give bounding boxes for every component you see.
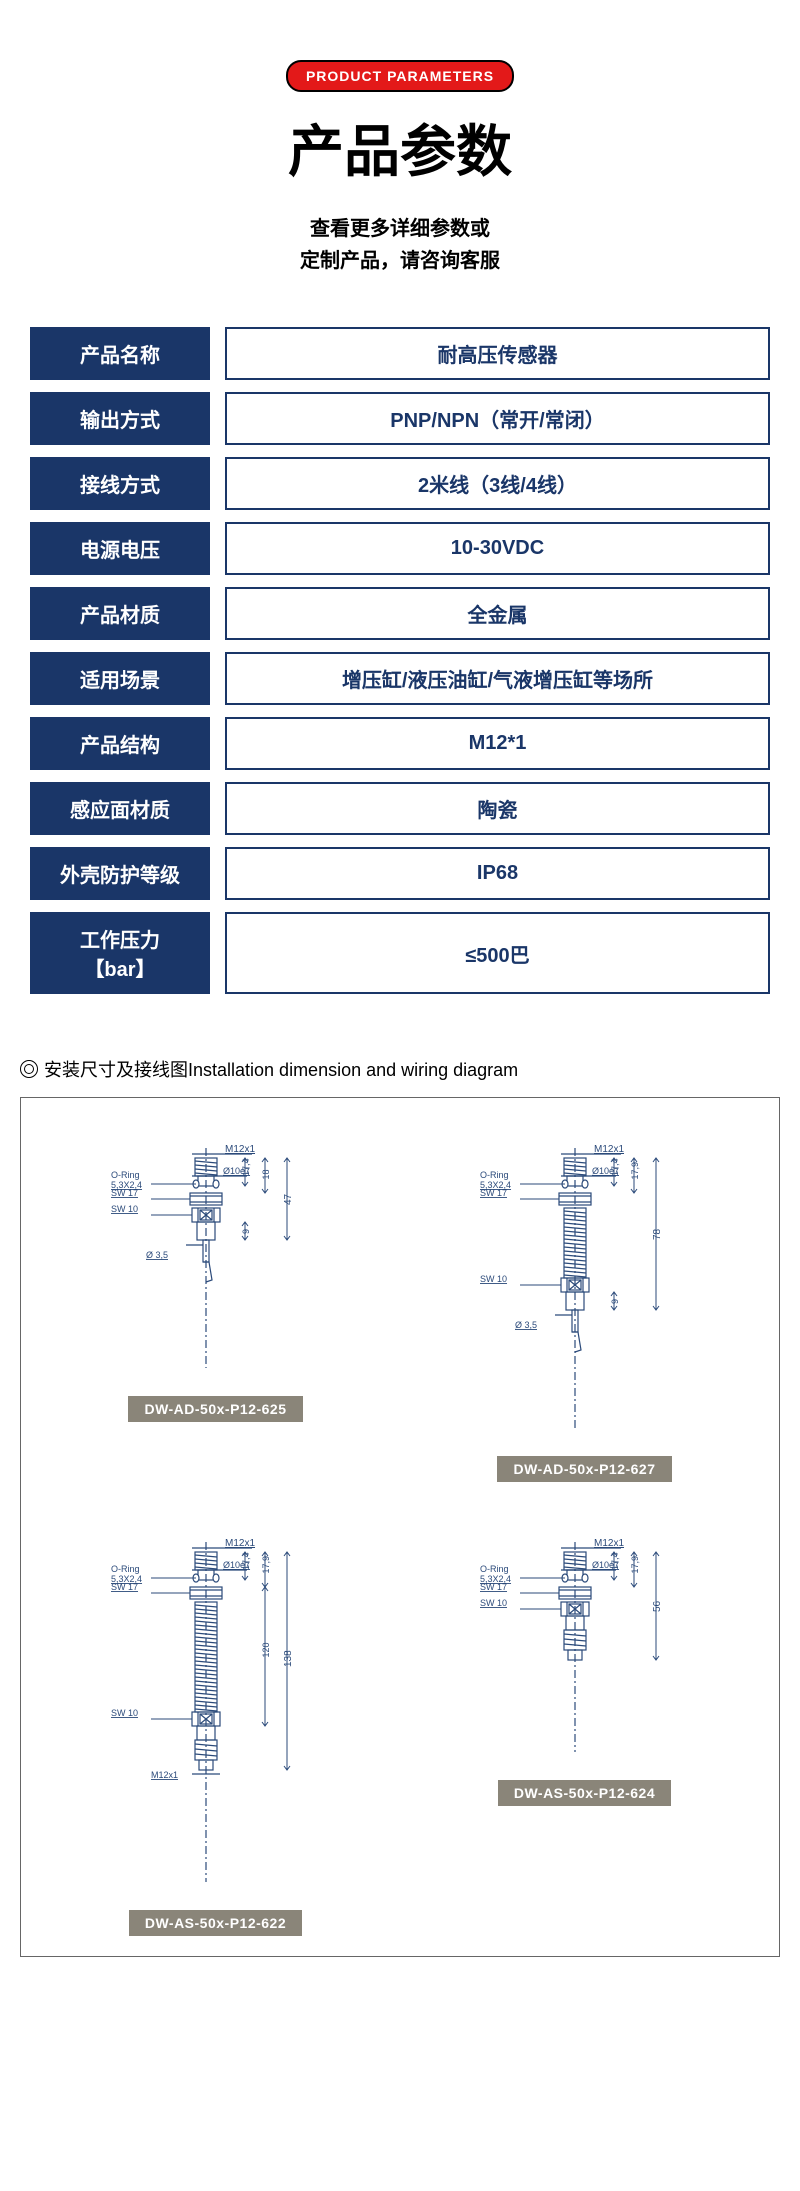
param-row: 输出方式 PNP/NPN（常开/常闭）: [30, 392, 770, 445]
svg-text:SW 17: SW 17: [480, 1582, 507, 1592]
diagram-label: DW-AD-50x-P12-627: [497, 1456, 671, 1482]
param-row: 产品名称耐高压传感器: [30, 327, 770, 380]
svg-text:O-Ring: O-Ring: [480, 1170, 509, 1180]
param-value: PNP/NPN（常开/常闭）: [225, 392, 770, 445]
param-value: 陶瓷: [225, 782, 770, 835]
svg-text:138: 138: [283, 1650, 294, 1667]
svg-text:17,9: 17,9: [261, 1556, 271, 1574]
diagram-label: DW-AS-50x-P12-622: [129, 1910, 302, 1936]
sensor-diagram: M12x1Ø10e7O-Ring5,3X2,4SW 17SW 1017,417,…: [76, 1532, 356, 1892]
param-label: 输出方式: [30, 392, 210, 445]
param-value: IP68: [225, 847, 770, 900]
svg-text:M12x1: M12x1: [225, 1538, 255, 1549]
header-section: PRODUCT PARAMETERS 产品参数 查看更多详细参数或 定制产品，请…: [0, 0, 800, 307]
svg-text:SW 10: SW 10: [480, 1274, 507, 1284]
params-table: 产品名称耐高压传感器输出方式 PNP/NPN（常开/常闭） 接线方式 2米线（3线/4…: [0, 307, 800, 1046]
svg-text:M12x1: M12x1: [594, 1538, 624, 1549]
param-value: M12*1: [225, 717, 770, 770]
diagram-section-title: 安装尺寸及接线图Installation dimension and wirin…: [0, 1046, 800, 1097]
subtitle: 查看更多详细参数或 定制产品，请咨询客服: [20, 213, 780, 277]
param-label: 产品结构: [30, 717, 210, 770]
svg-text:M12x1: M12x1: [594, 1144, 624, 1155]
param-value: 耐高压传感器: [225, 327, 770, 380]
svg-text:M12x1: M12x1: [225, 1144, 255, 1155]
param-label: 外壳防护等级: [30, 847, 210, 900]
svg-text:56: 56: [652, 1600, 663, 1612]
param-row: 工作压力【bar】≤500巴: [30, 912, 770, 994]
svg-text:9: 9: [610, 1299, 620, 1304]
subtitle-line-1: 查看更多详细参数或: [20, 213, 780, 245]
sensor-diagram: M12x1Ø10e7O-Ring5,3X2,4SW 17SW 1017,4184…: [76, 1138, 356, 1378]
svg-text:120: 120: [261, 1642, 271, 1657]
svg-text:17,4: 17,4: [241, 1158, 251, 1176]
param-row: 适用场景增压缸/液压油缸/气液增压缸等场所: [30, 652, 770, 705]
param-value: 10-30VDC: [225, 522, 770, 575]
param-value: ≤500巴: [225, 912, 770, 994]
circle-icon: [20, 1060, 38, 1078]
svg-text:Ø 3,5: Ø 3,5: [515, 1320, 537, 1330]
svg-text:78: 78: [652, 1228, 663, 1240]
param-row: 接线方式 2米线（3线/4线）: [30, 457, 770, 510]
param-row: 产品结构 M12*1: [30, 717, 770, 770]
param-label: 产品名称: [30, 327, 210, 380]
diagram-cell: M12x1Ø10e7O-Ring5,3X2,4SW 17SW 1017,417,…: [51, 1532, 380, 1936]
svg-text:O-Ring: O-Ring: [111, 1564, 140, 1574]
product-params-badge: PRODUCT PARAMETERS: [286, 60, 514, 92]
svg-text:O-Ring: O-Ring: [111, 1170, 140, 1180]
svg-text:17,9: 17,9: [630, 1162, 640, 1180]
diagrams-container: M12x1Ø10e7O-Ring5,3X2,4SW 17SW 1017,4184…: [20, 1097, 780, 1957]
svg-text:17,9: 17,9: [630, 1556, 640, 1574]
diagrams-grid: M12x1Ø10e7O-Ring5,3X2,4SW 17SW 1017,4184…: [51, 1138, 749, 1936]
svg-text:SW 17: SW 17: [111, 1188, 138, 1198]
diagram-cell: M12x1Ø10e7O-Ring5,3X2,4SW 17SW 1017,417,…: [420, 1532, 749, 1936]
param-value: 全金属: [225, 587, 770, 640]
param-row: 电源电压 10-30VDC: [30, 522, 770, 575]
param-label: 电源电压: [30, 522, 210, 575]
param-label: 产品材质: [30, 587, 210, 640]
param-label: 感应面材质: [30, 782, 210, 835]
param-label: 适用场景: [30, 652, 210, 705]
diagram-cell: M12x1Ø10e7O-Ring5,3X2,4SW 17SW 1017,417,…: [420, 1138, 749, 1482]
subtitle-line-2: 定制产品，请咨询客服: [20, 245, 780, 277]
svg-text:M12x1: M12x1: [151, 1770, 178, 1780]
page-title: 产品参数: [20, 107, 780, 188]
param-value: 增压缸/液压油缸/气液增压缸等场所: [225, 652, 770, 705]
param-value: 2米线（3线/4线）: [225, 457, 770, 510]
svg-text:9: 9: [241, 1229, 251, 1234]
svg-text:17,4: 17,4: [241, 1552, 251, 1570]
diagram-label: DW-AD-50x-P12-625: [128, 1396, 302, 1422]
svg-text:17,4: 17,4: [610, 1552, 620, 1570]
svg-text:17,4: 17,4: [610, 1158, 620, 1176]
svg-text:SW 17: SW 17: [111, 1582, 138, 1592]
param-row: 感应面材质陶瓷: [30, 782, 770, 835]
svg-text:O-Ring: O-Ring: [480, 1564, 509, 1574]
diagram-label: DW-AS-50x-P12-624: [498, 1780, 671, 1806]
svg-text:SW 10: SW 10: [111, 1708, 138, 1718]
svg-text:SW 17: SW 17: [480, 1188, 507, 1198]
svg-text:SW 10: SW 10: [111, 1204, 138, 1214]
svg-text:18: 18: [261, 1169, 271, 1179]
diagram-cell: M12x1Ø10e7O-Ring5,3X2,4SW 17SW 1017,4184…: [51, 1138, 380, 1482]
sensor-diagram: M12x1Ø10e7O-Ring5,3X2,4SW 17SW 1017,417,…: [445, 1532, 725, 1762]
param-label: 工作压力【bar】: [30, 912, 210, 994]
sensor-diagram: M12x1Ø10e7O-Ring5,3X2,4SW 17SW 1017,417,…: [445, 1138, 725, 1438]
param-label: 接线方式: [30, 457, 210, 510]
svg-text:Ø 3,5: Ø 3,5: [146, 1250, 168, 1260]
svg-text:SW 10: SW 10: [480, 1598, 507, 1608]
param-row: 外壳防护等级 IP68: [30, 847, 770, 900]
param-row: 产品材质全金属: [30, 587, 770, 640]
section-title-text: 安装尺寸及接线图Installation dimension and wirin…: [44, 1056, 518, 1082]
svg-text:47: 47: [283, 1193, 294, 1205]
